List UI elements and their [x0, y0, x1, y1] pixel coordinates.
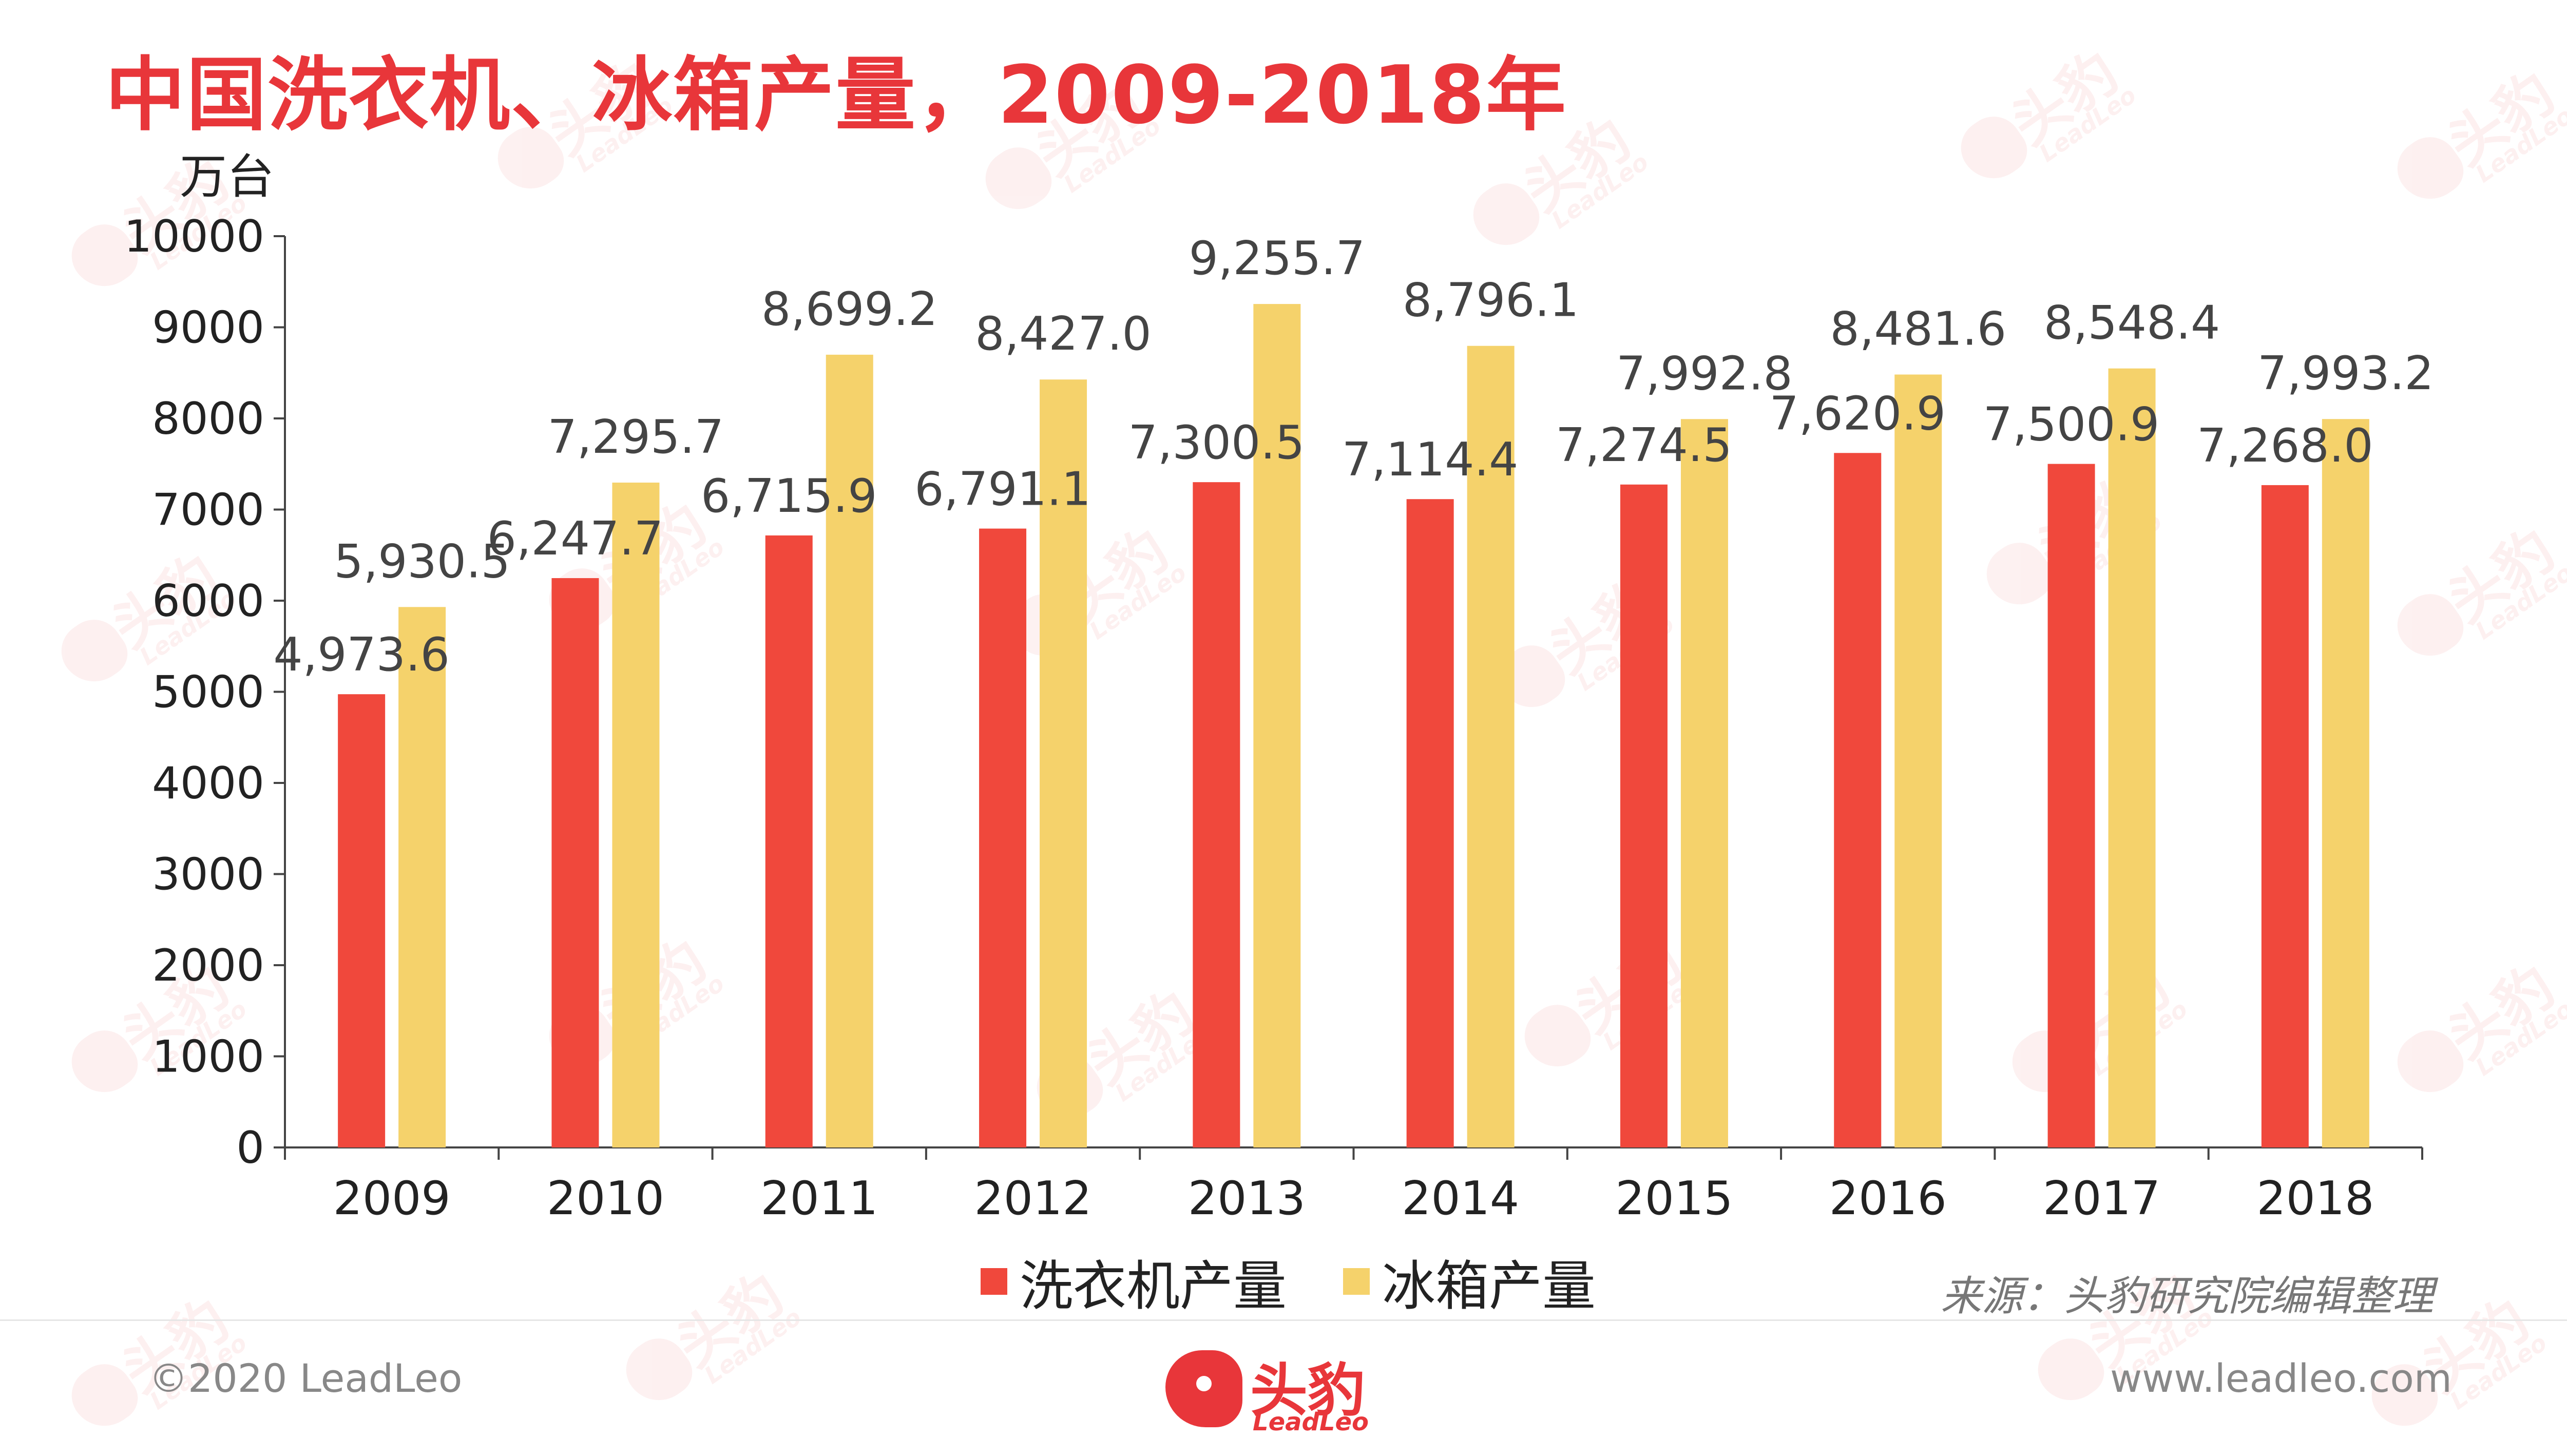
page-title: 中国洗衣机、冰箱产量，2009-2018年: [105, 48, 1567, 142]
data-label-washer-2012: 6,791.1: [914, 463, 1091, 516]
legend-swatch-fridge: [1343, 1268, 1370, 1295]
x-tick-label: 2017: [2043, 1172, 2160, 1225]
bar-washer-2011: [765, 535, 813, 1147]
footer-divider: [0, 1319, 2567, 1321]
x-tick-label: 2015: [1615, 1172, 1733, 1225]
legend-item-washer: 洗衣机产量: [981, 1242, 1287, 1320]
y-axis-unit-label: 万台: [180, 149, 275, 204]
y-tick-label: 4000: [152, 758, 264, 809]
data-label-fridge-2017: 8,548.4: [2044, 296, 2220, 350]
bar-washer-2009: [338, 694, 386, 1147]
bar-fridge-2018: [2322, 419, 2369, 1147]
data-label-fridge-2013: 9,255.7: [1189, 232, 1366, 285]
data-label-washer-2017: 7,500.9: [1983, 398, 2160, 452]
y-tick-label: 5000: [152, 667, 264, 718]
bar-fridge-2011: [826, 354, 873, 1147]
bar-fridge-2014: [1467, 346, 1515, 1147]
bar-fridge-2013: [1253, 304, 1301, 1147]
data-label-fridge-2014: 8,796.1: [1403, 274, 1579, 328]
x-tick-label: 2014: [1402, 1172, 1519, 1225]
data-label-washer-2016: 7,620.9: [1769, 387, 1946, 440]
legend-item-fridge: 冰箱产量: [1343, 1242, 1596, 1320]
data-label-fridge-2016: 8,481.6: [1830, 302, 2006, 356]
legend-label-fridge: 冰箱产量: [1382, 1255, 1596, 1317]
data-label-fridge-2010: 7,295.7: [548, 410, 724, 464]
y-tick-label: 1000: [152, 1031, 264, 1083]
y-tick-label: 2000: [152, 940, 264, 991]
bar-washer-2014: [1406, 499, 1454, 1147]
data-label-washer-2010: 6,247.7: [487, 512, 664, 566]
bar-washer-2018: [2261, 485, 2309, 1148]
bar-fridge-2012: [1040, 379, 1087, 1147]
copyright-text: ©2020 LeadLeo: [149, 1355, 463, 1401]
bar-fridge-2009: [398, 607, 446, 1147]
x-tick-label: 2016: [1829, 1172, 1947, 1225]
leopard-eye-icon: [1196, 1376, 1212, 1391]
website-link[interactable]: www.leadleo.com: [2110, 1355, 2452, 1401]
y-tick-label: 6000: [152, 576, 264, 627]
y-tick-label: 7000: [152, 485, 264, 536]
legend-label-washer: 洗衣机产量: [1020, 1255, 1287, 1317]
chart-legend: 洗衣机产量 冰箱产量: [981, 1242, 1652, 1320]
data-label-fridge-2012: 8,427.0: [975, 307, 1152, 361]
y-tick-label: 10000: [124, 211, 264, 262]
y-tick-label: 8000: [152, 393, 264, 445]
data-label-washer-2014: 7,114.4: [1342, 433, 1519, 487]
data-label-washer-2015: 7,274.5: [1556, 418, 1732, 472]
x-tick-label: 2011: [760, 1172, 878, 1225]
x-tick-label: 2018: [2256, 1172, 2374, 1225]
legend-swatch-washer: [981, 1268, 1007, 1295]
x-tick-label: 2010: [547, 1172, 664, 1225]
brand-logo: 头豹 LeadLeo: [1165, 1340, 1412, 1438]
bar-fridge-2010: [612, 483, 660, 1148]
data-label-washer-2009: 4,973.6: [273, 628, 450, 682]
bar-fridge-2015: [1680, 419, 1728, 1147]
bar-fridge-2016: [1894, 374, 1942, 1147]
bar-washer-2015: [1620, 484, 1668, 1147]
source-note: 来源：头豹研究院编辑整理: [1941, 1272, 2434, 1320]
bar-fridge-2017: [2108, 368, 2156, 1148]
y-tick-label: 9000: [152, 302, 264, 354]
y-tick-label: 3000: [152, 849, 264, 901]
data-label-washer-2013: 7,300.5: [1128, 416, 1305, 470]
bar-washer-2012: [979, 528, 1027, 1147]
data-label-washer-2011: 6,715.9: [701, 469, 877, 523]
brand-name-en: LeadLeo: [1253, 1408, 1369, 1436]
brand-name-cn: 头豹: [1250, 1357, 1365, 1424]
x-tick-label: 2012: [974, 1172, 1092, 1225]
bar-washer-2016: [1834, 453, 1882, 1147]
bar-washer-2017: [2047, 464, 2095, 1147]
bar-washer-2010: [551, 578, 599, 1147]
data-label-fridge-2018: 7,993.2: [2257, 347, 2434, 400]
bar-washer-2013: [1193, 482, 1240, 1147]
x-tick-label: 2009: [333, 1172, 451, 1225]
data-label-fridge-2011: 8,699.2: [761, 282, 938, 336]
y-tick-label: 0: [236, 1122, 264, 1174]
data-label-fridge-2009: 5,930.5: [334, 534, 510, 588]
data-label-washer-2018: 7,268.0: [2197, 419, 2373, 473]
data-label-fridge-2015: 7,992.8: [1616, 347, 1793, 400]
x-tick-label: 2013: [1188, 1172, 1306, 1225]
